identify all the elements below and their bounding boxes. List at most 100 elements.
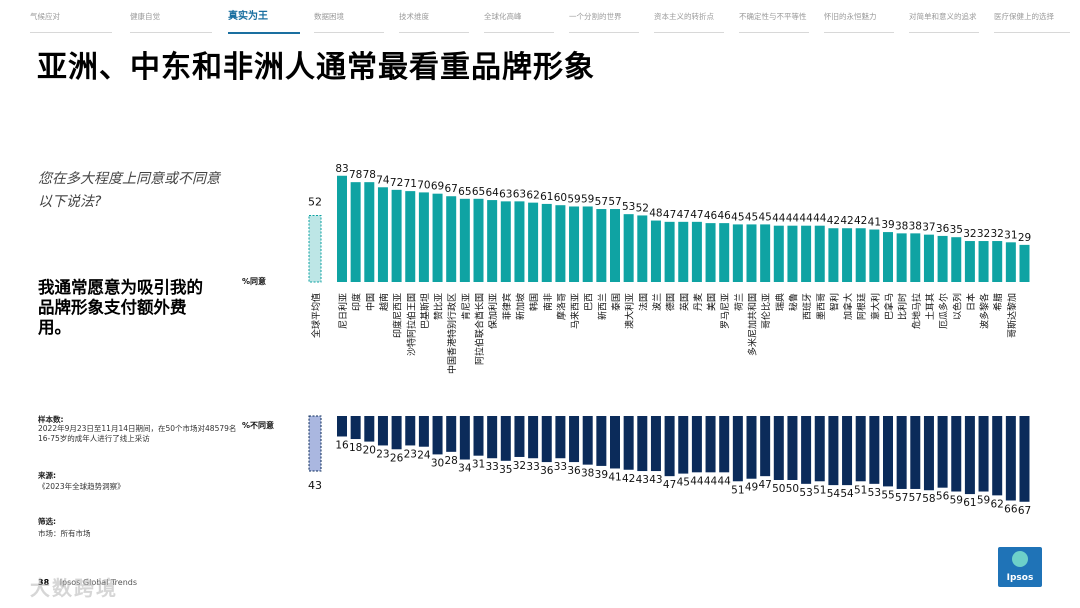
nav-tab-9[interactable]: 怀旧的永恒魅力 — [824, 6, 894, 33]
agree-value-19: 57 — [595, 196, 608, 208]
agree-value-28: 46 — [718, 210, 732, 222]
disagree-bar-41 — [896, 416, 907, 489]
agree-value-44: 36 — [936, 223, 950, 235]
average-agree-value: 52 — [308, 195, 322, 208]
disagree-bar-10 — [473, 416, 484, 456]
category-label-40: 巴拿马 — [883, 293, 895, 320]
agree-value-46: 32 — [963, 228, 976, 240]
agree-bar-47 — [978, 241, 989, 282]
agree-value-0: 83 — [335, 163, 348, 175]
agree-bar-24 — [664, 221, 675, 282]
agree-bar-37 — [842, 228, 853, 282]
agree-value-29: 45 — [731, 211, 744, 223]
disagree-bar-9 — [459, 416, 470, 460]
disagree-bar-46 — [964, 416, 975, 495]
nav-tab-10[interactable]: 对简单和意义的追求 — [909, 6, 979, 33]
agree-value-39: 41 — [868, 217, 881, 229]
disagree-bar-45 — [951, 416, 962, 492]
disagree-bar-36 — [828, 416, 839, 486]
footer-text: Ipsos Global Trends — [59, 578, 138, 587]
category-label-25: 英国 — [678, 293, 690, 311]
watermark: 大数跨境 — [30, 576, 118, 600]
nav-tab-6[interactable]: 一个分割的世界 — [569, 6, 639, 33]
nav-tab-3[interactable]: 数据困境 — [314, 6, 384, 33]
agree-value-18: 59 — [581, 193, 594, 205]
agree-value-20: 57 — [608, 196, 621, 208]
disagree-value-3: 23 — [376, 448, 389, 460]
agree-bar-27 — [705, 223, 716, 282]
disagree-bar-50 — [1019, 416, 1030, 502]
disagree-value-5: 23 — [404, 448, 417, 460]
disagree-value-6: 24 — [417, 450, 431, 462]
survey-question: 您在多大程度上同意或不同意以下说法? — [38, 171, 220, 210]
nav-tab-11[interactable]: 医疗保健上的选择 — [994, 6, 1070, 33]
nav-tab-2[interactable]: 真实为王 — [228, 6, 300, 34]
agree-bar-5 — [405, 191, 416, 282]
category-label-24: 德国 — [665, 293, 677, 311]
agree-value-17: 59 — [567, 193, 580, 205]
disagree-value-40: 55 — [881, 489, 894, 501]
disagree-bar-16 — [555, 416, 566, 459]
disagree-bar-48 — [992, 416, 1003, 496]
nav-tab-8[interactable]: 不确定性与不平等性 — [739, 6, 809, 33]
agree-bar-30 — [746, 224, 757, 282]
agree-value-8: 67 — [445, 183, 458, 195]
agree-bar-49 — [1005, 242, 1016, 282]
disagree-bar-35 — [814, 416, 825, 482]
nav-tab-1[interactable]: 健康自觉 — [130, 6, 212, 33]
agree-bar-42 — [910, 233, 921, 282]
average-label: 全球平均值 — [310, 293, 322, 338]
category-label-48: 希腊 — [992, 293, 1004, 311]
nav-tab-0[interactable]: 气候应对 — [30, 6, 112, 33]
disagree-value-35: 51 — [813, 484, 826, 496]
disagree-value-29: 51 — [731, 484, 744, 496]
disagree-value-12: 35 — [499, 464, 512, 476]
disagree-value-44: 56 — [936, 491, 950, 503]
disagree-value-41: 57 — [895, 492, 908, 504]
disagree-value-16: 33 — [554, 461, 567, 473]
agree-bar-19 — [596, 209, 607, 282]
category-label-12: 菲律宾 — [501, 293, 513, 320]
category-label-47: 波多黎各 — [979, 293, 991, 329]
agree-bar-35 — [814, 225, 825, 282]
agree-bar-33 — [787, 225, 798, 282]
footer: 38 Ipsos Global Trends — [38, 578, 137, 587]
disagree-value-48: 62 — [991, 498, 1004, 510]
disagree-value-34: 53 — [799, 487, 812, 499]
agree-value-15: 61 — [540, 191, 553, 203]
agree-bar-21 — [623, 214, 634, 282]
disagree-value-19: 39 — [595, 469, 608, 481]
nav-tab-5[interactable]: 全球化高峰 — [484, 6, 554, 33]
category-label-31: 哥伦比亚 — [760, 293, 772, 329]
category-label-27: 美国 — [706, 293, 718, 311]
agree-bar-10 — [473, 198, 484, 282]
disagree-bar-20 — [610, 416, 620, 469]
agree-value-37: 42 — [840, 215, 853, 227]
agree-value-25: 47 — [677, 209, 690, 221]
agree-axis-label: %同意 — [242, 277, 267, 286]
agree-bar-45 — [951, 237, 962, 282]
agree-bar-39 — [869, 229, 880, 282]
agree-value-47: 32 — [977, 228, 990, 240]
agree-value-3: 74 — [376, 174, 390, 186]
sample-text: 2022年9月23日至11月14日期间，在50个市场对48579名16-75岁的… — [38, 424, 237, 443]
disagree-value-42: 57 — [909, 492, 922, 504]
disagree-value-13: 32 — [513, 460, 526, 472]
category-label-6: 巴基斯坦 — [419, 293, 431, 329]
agree-bar-1 — [350, 182, 361, 282]
nav-tab-7[interactable]: 资本主义的转折点 — [654, 6, 724, 33]
average-disagree-bar — [308, 415, 322, 472]
agree-bar-11 — [487, 200, 498, 282]
disagree-value-14: 33 — [526, 461, 539, 473]
agree-bar-28 — [719, 223, 730, 282]
nav-tab-4[interactable]: 技术维度 — [399, 6, 469, 33]
disagree-value-45: 59 — [950, 495, 963, 507]
agree-bar-38 — [855, 228, 866, 282]
agree-value-11: 64 — [485, 187, 499, 199]
disagree-bar-31 — [760, 416, 771, 477]
agree-bar-34 — [801, 225, 812, 282]
agree-value-50: 29 — [1018, 232, 1031, 244]
agree-value-36: 42 — [827, 215, 840, 227]
category-label-36: 智利 — [828, 293, 840, 311]
category-label-44: 厄瓜多尔 — [938, 293, 950, 329]
